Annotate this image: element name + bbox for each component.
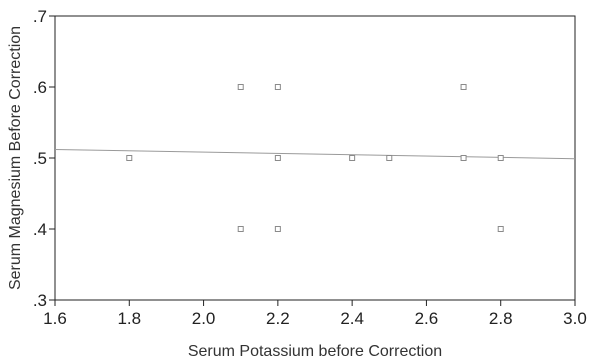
x-tick-label: 2.0 [192,309,216,328]
y-tick-label: .6 [33,78,47,97]
x-tick-label: 2.4 [340,309,364,328]
y-axis-title: Serum Magnesium Before Correction [7,26,24,290]
x-tick-label: 1.8 [117,309,141,328]
y-tick-label: .5 [33,149,47,168]
data-point [237,226,244,232]
data-point [460,84,467,90]
plot-area [54,15,576,301]
data-point [460,155,467,161]
data-point [274,155,281,161]
y-axis: .3 .4 .5 .6 .7 [33,7,55,310]
x-tick-label: 2.8 [489,309,513,328]
data-point [237,84,244,90]
data-point [497,226,504,232]
x-axis: 1.6 1.8 2.0 2.2 2.4 2.6 2.8 3.0 [43,300,587,328]
plot-frame [54,15,576,301]
data-point [497,155,504,161]
data-point [274,84,281,90]
data-point [274,226,281,232]
y-tick-label: .3 [33,291,47,310]
x-tick-label: 1.6 [43,309,67,328]
data-point [349,155,356,161]
data-point [126,155,133,161]
x-tick-label: 2.2 [266,309,290,328]
x-tick-label: 2.6 [415,309,439,328]
data-points [126,84,504,232]
fit-line [54,148,576,160]
y-tick-label: .7 [33,7,47,26]
x-axis-title: Serum Potassium before Correction [188,343,442,360]
x-tick-label: 3.0 [563,309,587,328]
data-point [386,155,393,161]
y-tick-label: .4 [33,220,47,239]
